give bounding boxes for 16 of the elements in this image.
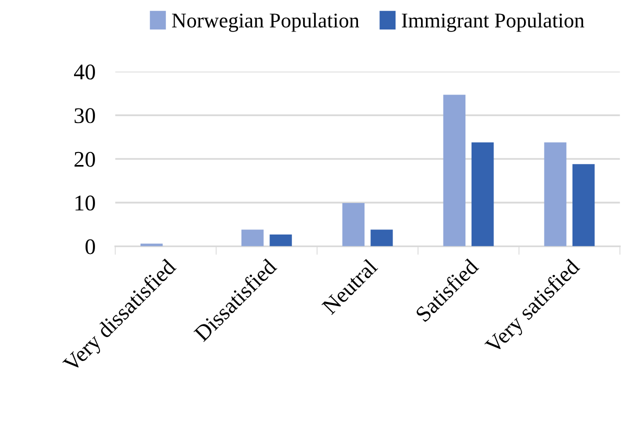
y-tick-label: 20 — [74, 152, 95, 167]
bar — [472, 142, 494, 246]
bar — [270, 234, 292, 246]
y-tick-label: 10 — [76, 196, 95, 211]
bar — [572, 164, 595, 246]
bar — [241, 230, 264, 246]
legend-label: Immigrant Population — [402, 12, 584, 32]
bar — [443, 94, 466, 246]
bar — [544, 142, 566, 246]
y-tick-label: 40 — [74, 64, 95, 80]
legend-label: Norwegian Population — [172, 12, 360, 32]
bar — [342, 203, 365, 246]
y-tick-label: 30 — [74, 108, 95, 124]
bar — [370, 230, 393, 246]
bar — [140, 244, 163, 246]
y-tick-label: 0 — [86, 239, 95, 254]
